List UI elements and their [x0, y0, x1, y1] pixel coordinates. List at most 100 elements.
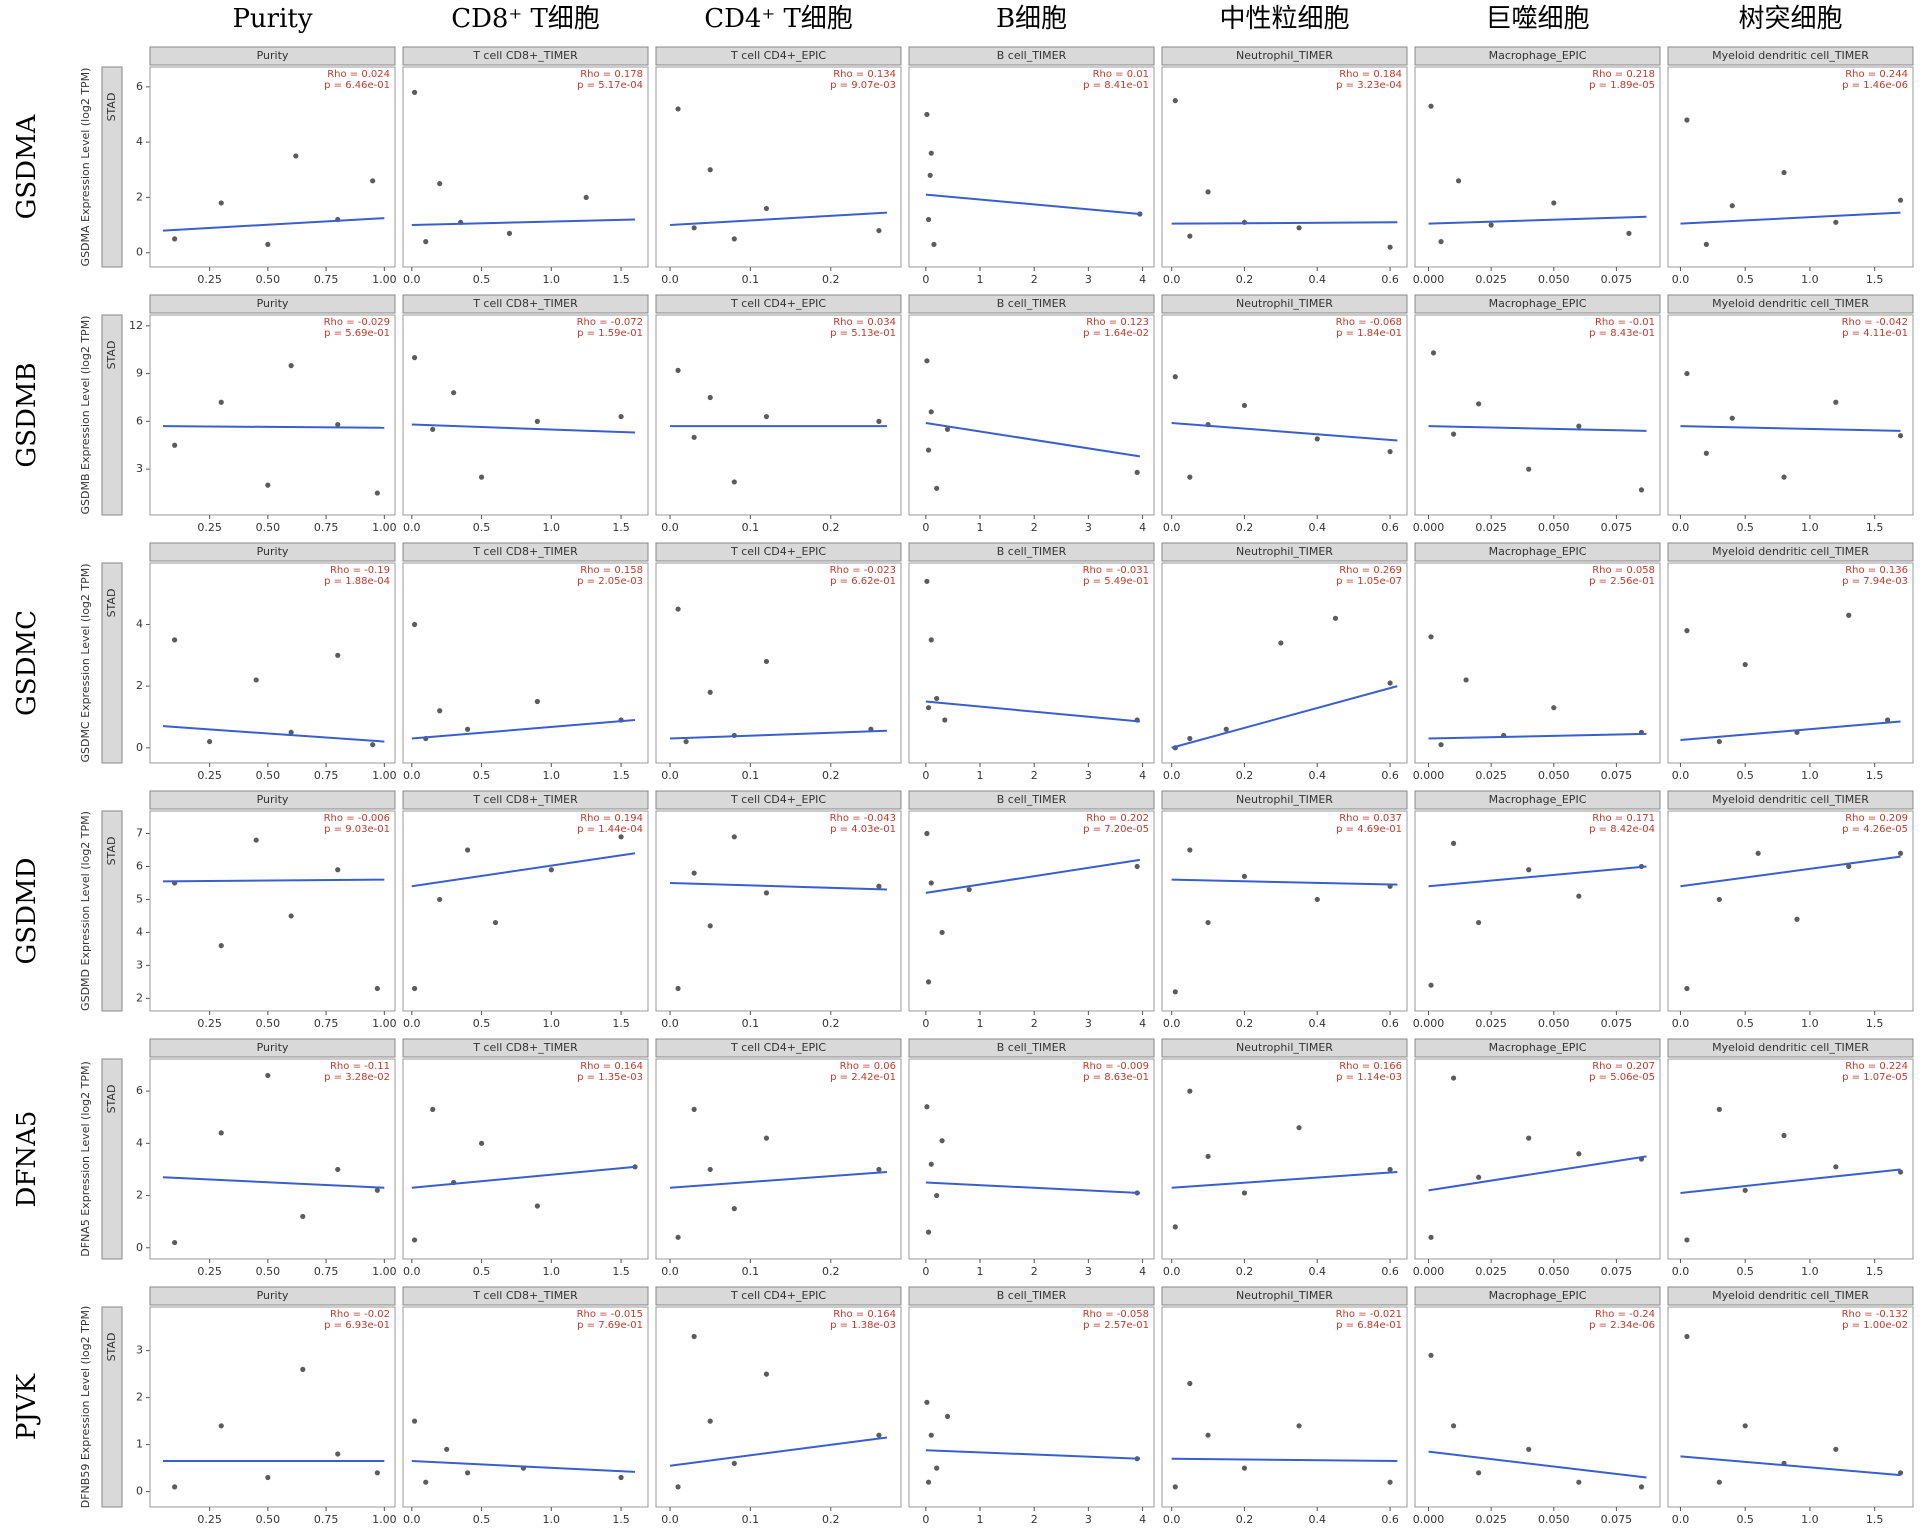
p-label: p = 1.05e-07 — [1336, 576, 1402, 587]
rho-label: Rho = -0.006 — [324, 813, 390, 824]
x-tick-label: 0.0 — [661, 1017, 679, 1030]
x-tick-label: 0.050 — [1538, 769, 1570, 782]
x-tick-label: 0.2 — [1236, 1513, 1254, 1526]
panel-strip — [1414, 1286, 1661, 1306]
point — [1551, 200, 1557, 206]
x-tick-label: 0.0 — [1672, 769, 1690, 782]
point — [370, 178, 376, 184]
point — [1684, 1333, 1690, 1340]
x-tick-label: 0.0 — [1163, 273, 1181, 286]
point — [934, 485, 940, 491]
point — [618, 413, 624, 420]
p-label: p = 1.07e-05 — [1842, 1072, 1908, 1083]
p-label: p = 9.07e-03 — [830, 80, 896, 91]
point — [966, 886, 972, 893]
x-tick-label: 0.0 — [661, 521, 679, 534]
point — [1241, 1190, 1248, 1196]
y-axis-label: DFNB59 Expression Level (log2 TPM) — [79, 1306, 92, 1509]
plot-area — [1667, 562, 1914, 764]
plot-area — [149, 1306, 396, 1508]
panel-strip — [1161, 1286, 1408, 1306]
p-label: p = 5.06e-05 — [1589, 1072, 1655, 1083]
point — [1187, 233, 1193, 239]
y-tick-label: 6 — [136, 859, 143, 872]
x-tick-label: 0.75 — [314, 769, 339, 782]
point — [411, 621, 418, 628]
x-tick-label: 0.000 — [1413, 769, 1445, 782]
column-title: 巨噬细胞 — [1485, 4, 1589, 34]
rho-label: Rho = 0.037 — [1339, 813, 1402, 824]
x-tick-label: 0.25 — [197, 1513, 222, 1526]
point — [1638, 487, 1645, 493]
point — [939, 1138, 945, 1144]
panel-strip — [655, 1038, 902, 1058]
x-tick-label: 0.0 — [403, 1513, 421, 1526]
point — [1450, 1075, 1457, 1081]
x-tick-label: 1 — [977, 769, 984, 782]
panel-strip-label: B cell_TIMER — [997, 793, 1067, 806]
point — [1438, 742, 1444, 748]
point — [876, 418, 882, 424]
point — [411, 1237, 418, 1243]
point — [1172, 989, 1178, 995]
panel-strip-label: Macrophage_EPIC — [1489, 297, 1587, 310]
panel-strip — [1667, 1038, 1914, 1058]
x-tick-label: 0.6 — [1381, 1017, 1399, 1030]
panel-strip-label: B cell_TIMER — [997, 49, 1067, 62]
x-tick-label: 0.000 — [1413, 1513, 1445, 1526]
point — [618, 1474, 624, 1481]
x-tick-label: 0.075 — [1601, 1265, 1633, 1278]
panel-strip — [402, 1038, 649, 1058]
point — [1684, 628, 1690, 634]
p-label: p = 5.69e-01 — [324, 328, 390, 339]
rho-label: Rho = 0.224 — [1845, 1061, 1908, 1072]
point — [1576, 1479, 1582, 1485]
point — [534, 418, 540, 424]
x-tick-label: 0.0 — [403, 1265, 421, 1278]
rho-label: Rho = 0.158 — [580, 565, 643, 576]
fit-line — [1428, 732, 1647, 740]
panel-strip — [655, 46, 902, 66]
point — [411, 89, 418, 95]
x-tick-label: 0.4 — [1309, 1265, 1327, 1278]
x-tick-label: 0.4 — [1309, 273, 1327, 286]
x-tick-label: 1.00 — [372, 769, 397, 782]
x-tick-label: 0.050 — [1538, 1017, 1570, 1030]
group-label: STAD — [105, 93, 118, 122]
point — [1526, 1135, 1532, 1141]
point — [675, 106, 681, 112]
point — [1833, 1164, 1839, 1170]
y-tick-label: 6 — [136, 80, 143, 93]
y-axis-label: GSDMD Expression Level (log2 TPM) — [79, 811, 92, 1011]
point — [1463, 677, 1469, 683]
point — [430, 1106, 436, 1112]
point — [451, 390, 457, 396]
p-label: p = 1.14e-03 — [1336, 1072, 1402, 1083]
x-tick-label: 0 — [922, 1265, 929, 1278]
panel-strip — [655, 294, 902, 314]
point — [335, 867, 341, 873]
point — [1172, 1484, 1178, 1490]
point — [707, 394, 713, 401]
x-tick-label: 0.50 — [256, 1017, 281, 1030]
x-tick-label: 0.050 — [1538, 273, 1570, 286]
p-label: p = 7.20e-05 — [1083, 824, 1149, 835]
plot-area — [1667, 810, 1914, 1012]
fit-line — [669, 1436, 888, 1467]
x-tick-label: 0.075 — [1601, 769, 1633, 782]
point — [1296, 225, 1302, 231]
p-label: p = 3.28e-02 — [324, 1072, 390, 1083]
x-tick-label: 0.0 — [403, 521, 421, 534]
x-tick-label: 4 — [1139, 1265, 1146, 1278]
point — [1314, 436, 1320, 442]
x-tick-label: 1.5 — [612, 1513, 630, 1526]
point — [707, 923, 713, 929]
x-tick-label: 1 — [977, 1017, 984, 1030]
point — [1626, 230, 1632, 236]
panel-strip — [655, 790, 902, 810]
x-tick-label: 0.4 — [1309, 1017, 1327, 1030]
panel-strip-label: Myeloid dendritic cell_TIMER — [1712, 545, 1869, 558]
point — [218, 1423, 224, 1429]
x-tick-label: 0.6 — [1381, 273, 1399, 286]
rho-label: Rho = 0.136 — [1845, 565, 1908, 576]
